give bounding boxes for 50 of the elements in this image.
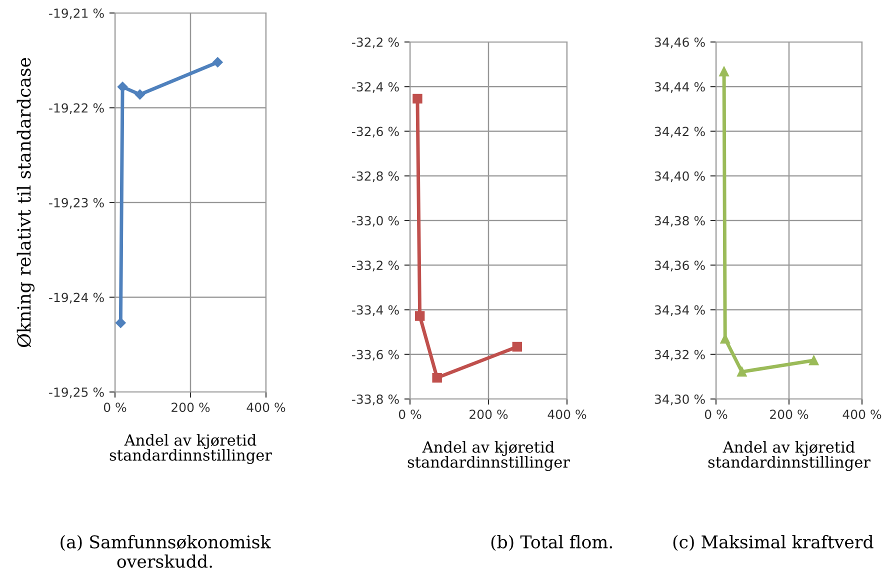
- x-tick-label: 200 %: [172, 402, 210, 412]
- y-tick-label: 34,46 %: [654, 37, 705, 48]
- point: [117, 82, 128, 92]
- point: [737, 366, 747, 377]
- point: [432, 372, 442, 383]
- y-tick-label: 34,40 %: [654, 171, 705, 182]
- point: [719, 66, 729, 76]
- x-tick-label: 0 %: [704, 410, 728, 420]
- y-tick-label: 34,32 %: [654, 350, 705, 361]
- text: (b) Total flom.: [491, 535, 612, 551]
- y-tick-label: 34,30 %: [654, 394, 705, 406]
- y-tick-label: -19,24 %: [49, 292, 104, 304]
- point: [212, 57, 223, 68]
- text: (a) Samfunnsøkonomisk overskudd.: [60, 535, 271, 568]
- x-tick-label: 0 %: [398, 410, 422, 420]
- x-tick-label: 400 %: [842, 410, 882, 420]
- y-tick-label: -33,6 %: [352, 350, 399, 361]
- x-axis-title: Andel av kjøretid standardinnstillinger: [408, 440, 570, 471]
- x-tick-label: 400 %: [548, 410, 586, 420]
- point: [412, 94, 422, 104]
- y-tick-label: -19,23 %: [49, 198, 104, 209]
- point: [134, 89, 146, 100]
- y-axis-title: Økning relativt til standardcase: [16, 58, 35, 348]
- y-tick-label: 34,38 %: [654, 216, 705, 227]
- point: [808, 356, 819, 366]
- point: [512, 342, 522, 352]
- y-tick-label: -33,0 %: [352, 216, 399, 227]
- x-axis-title: Andel av kjøretid standardinnstillinger: [708, 440, 870, 471]
- y-tick-label: -32,8 %: [352, 171, 399, 182]
- point: [116, 318, 126, 328]
- y-tick-label: -33,2 %: [352, 260, 399, 272]
- y-tick-label: 34,34 %: [654, 305, 705, 316]
- point: [414, 311, 425, 321]
- y-tick-label: -33,4 %: [352, 305, 399, 316]
- y-tick-label: 34,42 %: [654, 126, 705, 138]
- x-tick-label: 200 %: [770, 410, 808, 420]
- y-tick-label: -19,22 %: [49, 103, 104, 114]
- text: (c) Maksimal kraftverd: [673, 535, 874, 551]
- y-tick-label: -19,25 %: [49, 387, 104, 398]
- x-tick-label: 200 %: [470, 410, 508, 420]
- x-axis-title: Andel av kjøretid standardinnstillinger: [110, 434, 272, 464]
- x-tick-label: 0 %: [104, 402, 126, 412]
- y-tick-label: 34,44 %: [654, 82, 705, 93]
- x-tick-label: 400 %: [246, 402, 286, 412]
- y-tick-label: -32,2 %: [352, 37, 399, 48]
- y-tick-label: -33,8 %: [352, 394, 399, 406]
- y-tick-label: 34,36 %: [654, 260, 705, 272]
- y-tick-label: -32,6 %: [352, 126, 399, 138]
- y-tick-label: -32,4 %: [352, 82, 399, 93]
- y-tick-label: -19,21 %: [49, 8, 104, 20]
